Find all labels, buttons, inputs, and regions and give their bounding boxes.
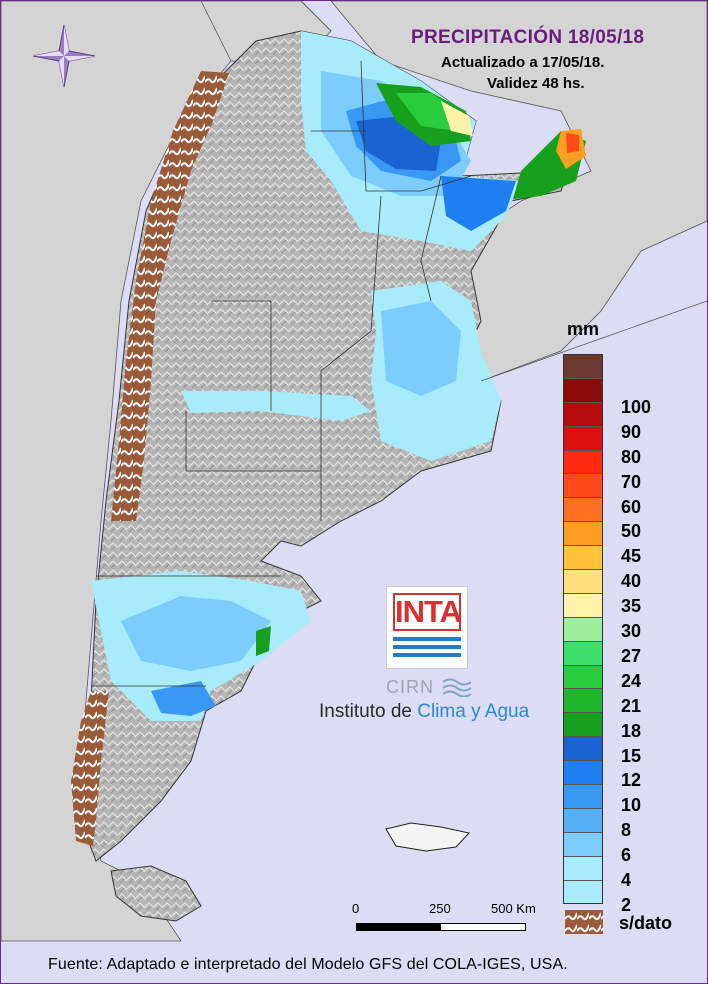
validity-text: Validez 48 hs. xyxy=(487,75,585,92)
southern-andes-no-data-band xyxy=(71,691,109,846)
precip-central-band xyxy=(181,391,371,421)
legend-label: 2 xyxy=(621,894,632,915)
legend-swatch xyxy=(563,401,603,426)
no-data-label: s/dato xyxy=(619,913,673,933)
precip-patagonia-coast xyxy=(256,626,271,656)
legend-swatch xyxy=(563,425,603,450)
cirn-label: CIRN xyxy=(386,677,434,697)
source-footer: Fuente: Adaptado e interpretado del Mode… xyxy=(48,956,568,973)
legend-label: 4 xyxy=(621,870,632,890)
scale-label-500: 500 Km xyxy=(491,901,536,916)
inta-stripe xyxy=(393,637,461,641)
legend-label: 21 xyxy=(621,695,642,716)
precip-27mm-north xyxy=(441,101,473,136)
legend-swatch xyxy=(563,545,603,570)
legend-label: 12 xyxy=(621,770,642,791)
legend-label: 70 xyxy=(621,471,642,492)
legend-label: 24 xyxy=(621,670,642,691)
legend-swatch xyxy=(563,497,603,522)
legend-label: 18 xyxy=(621,720,642,741)
country-borders xyxy=(200,1,707,382)
malvinas-islands xyxy=(385,822,470,852)
legend-label: 10 xyxy=(621,795,642,816)
andes-no-data-band xyxy=(111,71,229,521)
precip-patagonia-4mm xyxy=(121,596,271,671)
legend-swatch xyxy=(563,640,603,665)
legend-swatch xyxy=(563,521,603,546)
no-data-swatch xyxy=(565,910,603,934)
legend-swatch xyxy=(563,760,603,785)
legend-swatch xyxy=(563,855,603,880)
legend-swatch xyxy=(563,473,603,498)
legend-swatch xyxy=(563,784,603,808)
scale-label-0: 0 xyxy=(352,901,360,916)
compass-rose-icon xyxy=(32,24,96,88)
legend-label: 80 xyxy=(621,446,642,467)
precip-corrientes xyxy=(441,176,516,231)
legend-swatch xyxy=(563,831,603,856)
inta-stripe xyxy=(393,653,461,657)
legend-swatch xyxy=(563,664,603,689)
precip-patagonia-8mm xyxy=(151,681,216,716)
legend-label: 45 xyxy=(621,546,642,567)
scale-bar: 0 250 500 Km xyxy=(351,901,536,941)
legend-label: 8 xyxy=(621,820,632,841)
legend-label: 90 xyxy=(621,421,642,442)
legend-swatch xyxy=(563,592,603,617)
legend-label: 60 xyxy=(621,496,642,517)
tierra-del-fuego xyxy=(110,865,202,922)
legend-label: 27 xyxy=(621,645,642,666)
waves-icon xyxy=(442,678,472,697)
legend-swatch xyxy=(563,354,603,378)
legend-swatch xyxy=(563,569,603,593)
legend-swatch xyxy=(563,807,603,832)
institute-prefix: Instituto de xyxy=(319,701,418,722)
legend-swatch xyxy=(563,449,603,474)
legend-unit: mm xyxy=(567,319,600,339)
legend-label: 6 xyxy=(621,845,632,866)
inta-logo: INTA xyxy=(386,586,468,669)
legend-label: 50 xyxy=(621,521,642,542)
map-title: PRECIPITACIÓN 18/05/18 xyxy=(411,27,645,48)
legend-label: 30 xyxy=(621,621,642,641)
legend-label: 100 xyxy=(621,396,652,417)
institute-accent: Clima y Agua xyxy=(417,701,530,722)
legend-swatch xyxy=(563,712,603,737)
inta-wordmark: INTA xyxy=(393,593,462,631)
legend-label: 35 xyxy=(621,596,642,617)
legend-color-scale xyxy=(563,354,603,904)
legend-swatch xyxy=(563,736,603,761)
legend-swatch xyxy=(563,377,603,402)
province-boundaries xyxy=(91,60,472,687)
legend-label: 15 xyxy=(621,745,642,766)
updated-date: Actualizado a 17/05/18. xyxy=(441,54,605,71)
precip-misiones-core xyxy=(566,133,579,153)
legend-swatch xyxy=(563,879,603,904)
precip-east-4mm xyxy=(381,301,461,396)
legend-swatch xyxy=(563,616,603,641)
precip-21mm-north xyxy=(396,93,461,131)
institute-name: Instituto de Clima y Agua xyxy=(319,701,529,723)
inta-stripe xyxy=(393,645,461,649)
legend-label: 40 xyxy=(621,571,642,592)
scale-bar-graphic xyxy=(356,923,526,931)
scale-label-250: 250 xyxy=(429,901,451,916)
legend-swatch xyxy=(563,688,603,713)
